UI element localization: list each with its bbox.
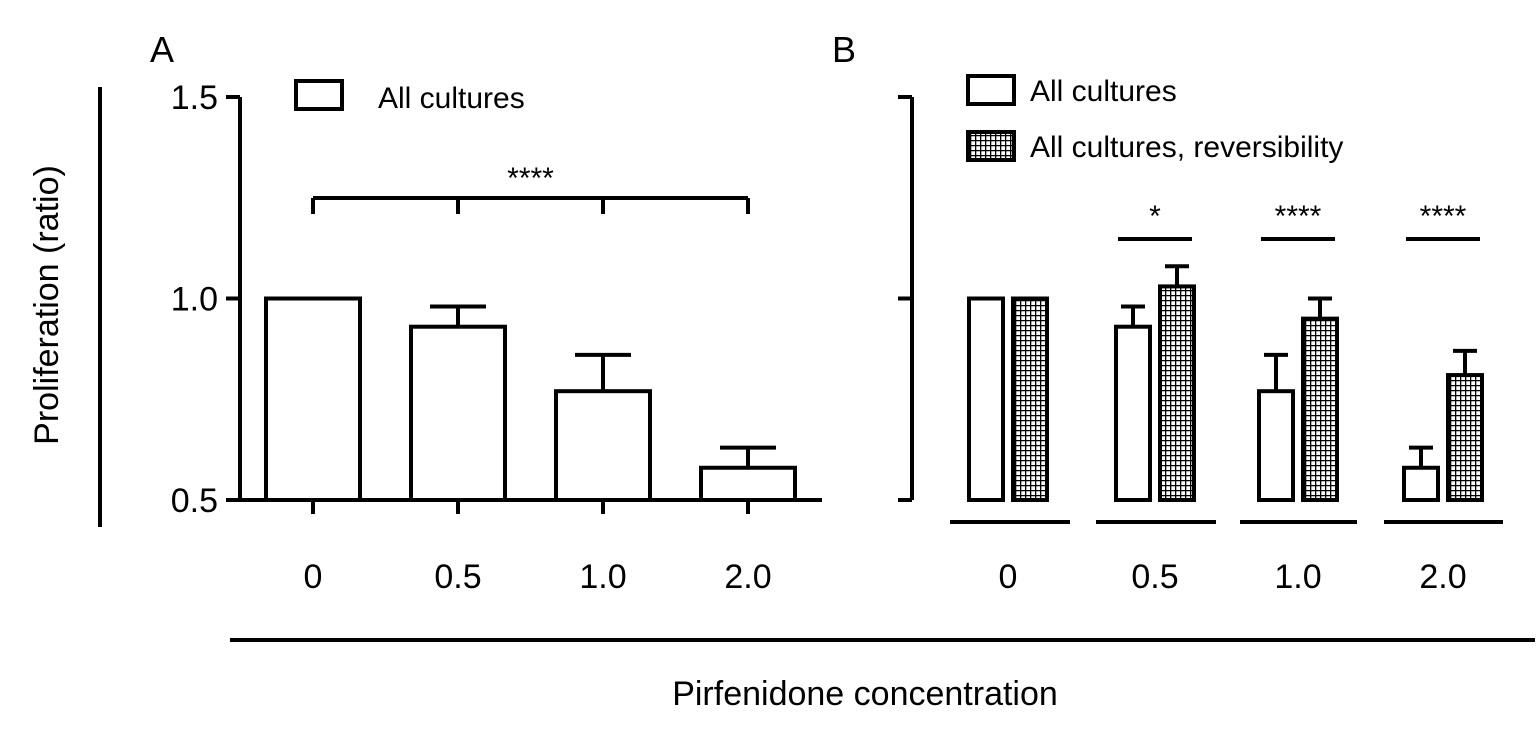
bar-reversibility-0 xyxy=(1011,296,1049,502)
y-tick-label: 0.5 xyxy=(171,482,218,520)
legend-label-all-cultures: All cultures xyxy=(1030,75,1177,108)
panel-b-label: B xyxy=(832,29,856,70)
x-tick-label-0: 0 xyxy=(999,558,1018,596)
bar-all-cultures-0-5 xyxy=(1114,324,1152,502)
panel-b-chart: 0 0.5 * 1.0 **** 2.0 **** All cultures All cultu… xyxy=(898,74,1503,596)
significance-label: **** xyxy=(507,162,554,195)
legend-label: All cultures xyxy=(378,82,525,115)
significance-label-0-5: * xyxy=(1149,200,1161,233)
legend-swatch-open xyxy=(966,74,1016,106)
bar-2-0 xyxy=(699,465,797,503)
y-tick-label: 1.0 xyxy=(171,281,218,319)
legend-label-reversibility: All cultures, reversibility xyxy=(1030,131,1343,164)
x-tick-label-0-5: 0.5 xyxy=(1131,558,1178,596)
panel-a-label: A xyxy=(150,29,174,70)
x-tick-label-0-5: 0.5 xyxy=(434,558,481,596)
bar-reversibility-1-0 xyxy=(1301,316,1339,502)
bar-0 xyxy=(264,296,362,502)
bar-1-0 xyxy=(554,389,652,502)
bar-0-5 xyxy=(409,324,507,502)
bar-reversibility-0-5 xyxy=(1158,284,1196,502)
bar-all-cultures-2-0 xyxy=(1402,465,1440,503)
x-axis-label: Pirfenidone concentration xyxy=(672,675,1058,713)
y-axis-label: Proliferation (ratio) xyxy=(28,165,66,445)
legend-swatch-crosshatch xyxy=(966,130,1016,162)
panel-a-chart: 0.5 1.0 1.5 0 0.5 1.0 2.0 **** All cultures xyxy=(171,79,822,596)
x-tick-label-1-0: 1.0 xyxy=(579,558,626,596)
bar-all-cultures-1-0 xyxy=(1257,389,1295,502)
x-tick-label-0: 0 xyxy=(304,558,323,596)
x-tick-label-1-0: 1.0 xyxy=(1274,558,1321,596)
bar-reversibility-2-0 xyxy=(1446,373,1484,503)
x-tick-label-2-0: 2.0 xyxy=(1419,558,1466,596)
significance-label-1-0: **** xyxy=(1275,200,1322,233)
significance-label-2-0: **** xyxy=(1420,200,1467,233)
legend-swatch-open xyxy=(294,79,344,111)
bar-all-cultures-0 xyxy=(967,296,1005,502)
x-tick-label-2-0: 2.0 xyxy=(724,558,771,596)
y-tick-label: 1.5 xyxy=(171,79,218,117)
